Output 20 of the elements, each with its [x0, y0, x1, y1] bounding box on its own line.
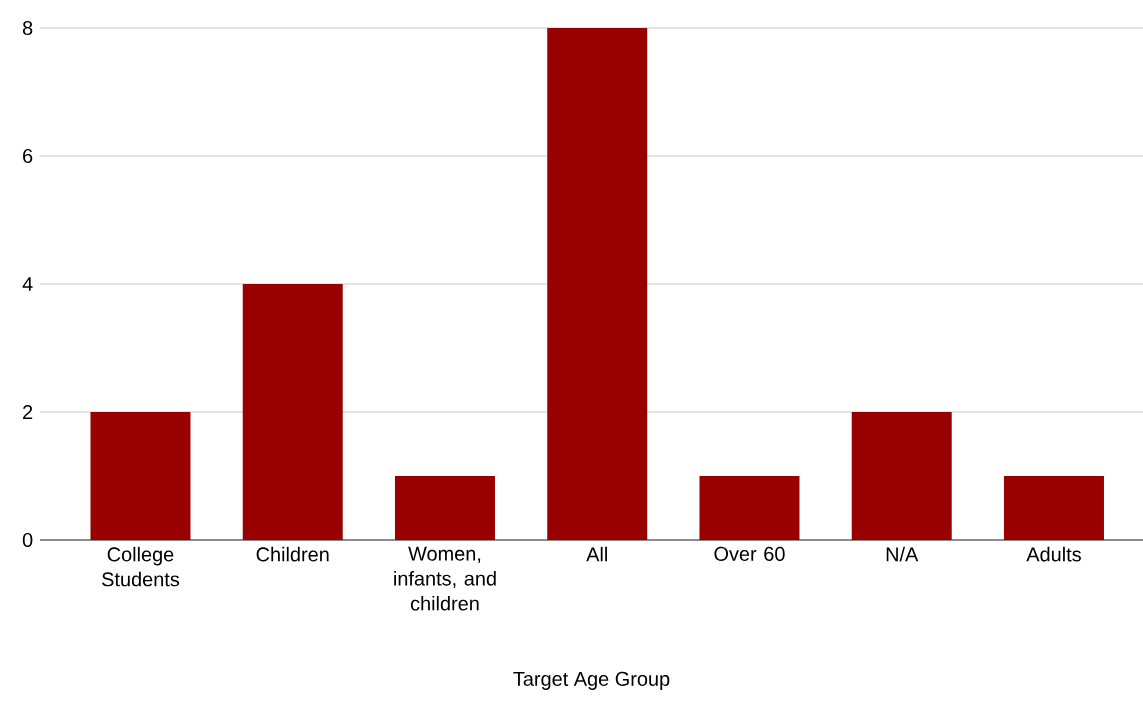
y-tick-label: 6: [23, 148, 33, 164]
bar: [90, 412, 191, 540]
bar: [851, 412, 952, 540]
x-tick-label: Over 60: [714, 546, 785, 561]
bar: [547, 28, 648, 540]
x-tick-label: Adults: [1026, 546, 1081, 562]
bar: [699, 476, 800, 540]
y-tick-label: 4: [22, 277, 33, 291]
x-tick-label: Children: [256, 546, 329, 562]
x-tick-label: N/A: [886, 546, 919, 562]
bar: [242, 284, 343, 540]
x-tick-label: College Students: [102, 546, 180, 587]
x-axis-title: Target Age Group: [513, 671, 670, 690]
y-tick-label: 2: [23, 405, 33, 419]
y-tick-label: 0: [22, 532, 33, 548]
bar: [1003, 476, 1104, 540]
bar: [394, 476, 495, 540]
y-tick-label: 8: [22, 20, 33, 36]
x-tick-label: All: [586, 546, 607, 562]
x-tick-label: Women, infants, and children: [394, 546, 496, 611]
